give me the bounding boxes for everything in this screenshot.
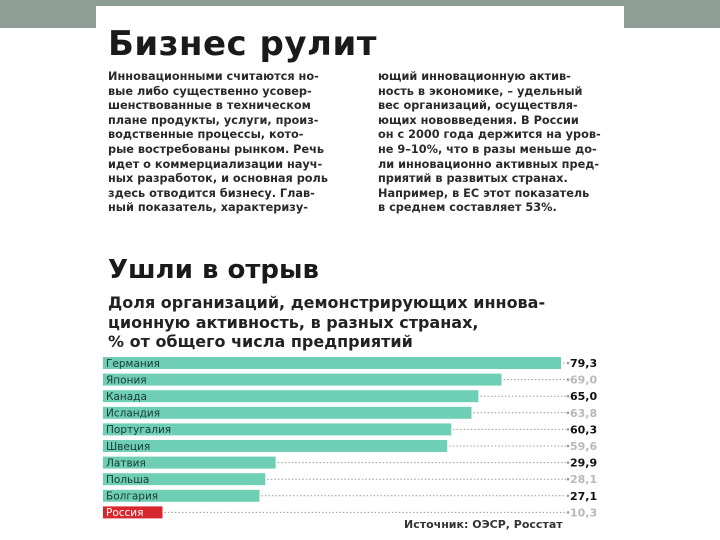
chart-subtitle-line: ционную активность, в разных странах, bbox=[108, 312, 479, 332]
bar-4 bbox=[103, 406, 472, 419]
value-label: 63,8 bbox=[570, 407, 597, 420]
value-marker bbox=[566, 477, 570, 481]
value-label: 69,0 bbox=[570, 374, 597, 387]
text-line: плане продукты, услуги, произ- bbox=[108, 113, 319, 127]
chart-subtitle: Доля организаций, демонстрирующих иннова… bbox=[108, 293, 545, 352]
text-line: ность в экономике, – удельный bbox=[378, 84, 583, 98]
article-headline: Бизнес рулит bbox=[108, 24, 377, 64]
text-line: ющих нововведения. В России bbox=[378, 113, 579, 127]
category-label: Россия bbox=[106, 507, 143, 519]
text-line: вес организаций, осуществля- bbox=[378, 99, 578, 113]
value-marker bbox=[566, 461, 570, 464]
category-label: Латвия bbox=[106, 457, 146, 469]
bar-6 bbox=[103, 440, 448, 452]
text-line: ный показатель, характеризу- bbox=[108, 201, 308, 215]
category-label: Германия bbox=[106, 358, 160, 370]
category-label: Польша bbox=[106, 474, 149, 486]
text-line: Инновационными считаются но- bbox=[108, 70, 319, 83]
article-column-right: ющий инновационную актив- ность в эконом… bbox=[378, 70, 601, 216]
text-line: здесь отводится бизнесу. Глав- bbox=[108, 186, 315, 200]
value-marker bbox=[566, 378, 570, 381]
category-label: Португалия bbox=[106, 424, 171, 436]
bar-5 bbox=[103, 423, 452, 436]
bar-2 bbox=[103, 373, 502, 386]
value-label: 65,0 bbox=[570, 390, 597, 403]
text-line: не 9–10%, что в разы меньше до- bbox=[378, 142, 597, 156]
value-label: 29,9 bbox=[570, 457, 597, 470]
text-line: водственные процессы, кото- bbox=[108, 128, 304, 142]
text-line: в среднем составляет 53%. bbox=[378, 201, 557, 215]
value-marker bbox=[566, 394, 570, 398]
bar-8 bbox=[103, 473, 266, 486]
value-marker bbox=[566, 444, 570, 448]
text-line: вые либо существенно усовер- bbox=[108, 84, 312, 98]
text-line: ных разработок, и основная роль bbox=[108, 172, 328, 186]
text-line: он с 2000 года держится на уров- bbox=[378, 128, 601, 142]
value-label: 28,1 bbox=[570, 473, 597, 486]
value-label: 27,1 bbox=[570, 490, 597, 503]
bar-10 bbox=[103, 506, 163, 519]
text-line: Например, в ЕС этот показатель bbox=[378, 186, 590, 200]
bar-1 bbox=[103, 357, 561, 369]
value-label: 60,3 bbox=[570, 423, 597, 436]
bar-9 bbox=[103, 489, 260, 502]
bar-7 bbox=[103, 456, 276, 469]
chart-subtitle-line: Доля организаций, демонстрирующих иннова… bbox=[108, 293, 546, 312]
article-column-left: Инновационными считаются но- вые либо су… bbox=[108, 70, 328, 216]
value-marker bbox=[566, 428, 570, 431]
value-marker bbox=[566, 361, 570, 365]
value-marker bbox=[566, 494, 570, 498]
category-label: Канада bbox=[106, 391, 147, 403]
text-line: ющий инновационную актив- bbox=[378, 70, 571, 83]
text-line: рые востребованы рынком. Речь bbox=[108, 142, 325, 156]
text-line: приятий в развитых странах. bbox=[378, 172, 568, 186]
category-label: Япония bbox=[106, 374, 147, 386]
value-marker bbox=[566, 411, 570, 415]
bar-3 bbox=[103, 390, 479, 403]
category-label: Болгария bbox=[106, 491, 158, 503]
category-label: Швеция bbox=[106, 441, 150, 453]
value-label: 10,3 bbox=[570, 506, 597, 519]
text-line: идет о коммерциализации науч- bbox=[108, 157, 323, 171]
text-line: шенствованные в техническом bbox=[108, 99, 311, 113]
chart-source: Источник: ОЭСР, Росстат bbox=[404, 518, 563, 531]
chart-subtitle-line: % от общего числа предприятий bbox=[108, 332, 413, 351]
value-label: 79,3 bbox=[570, 357, 597, 370]
category-label: Исландия bbox=[106, 408, 160, 420]
value-label: 59,6 bbox=[570, 440, 597, 453]
chart-title: Ушли в отрыв bbox=[108, 255, 319, 285]
value-marker bbox=[566, 511, 570, 514]
text-line: ли инновационно активных пред- bbox=[378, 157, 600, 171]
